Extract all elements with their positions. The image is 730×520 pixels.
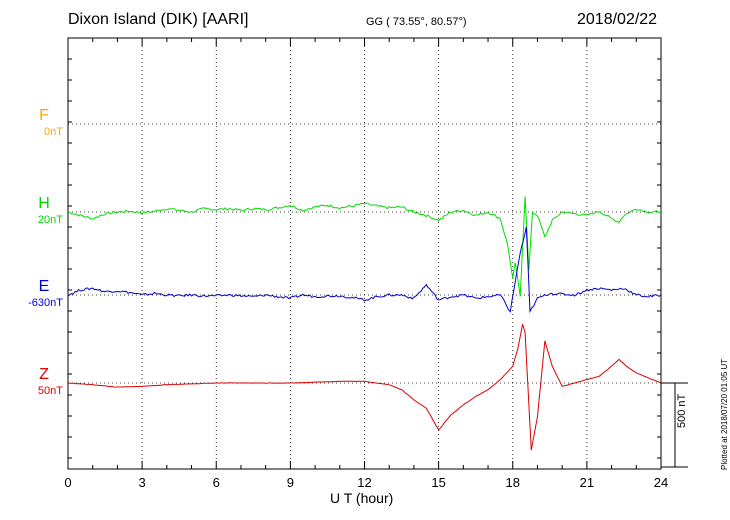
x-tick-label: 0	[64, 475, 71, 490]
scale-bar-label: 500 nT	[676, 393, 688, 428]
series-line-h	[67, 196, 662, 297]
series-line-e	[67, 226, 662, 314]
x-tick-label: 9	[287, 475, 294, 490]
component-letter-h: H	[38, 195, 50, 212]
date-label: 2018/02/22	[577, 11, 658, 28]
x-tick-label: 6	[213, 475, 220, 490]
component-letter-e: E	[38, 278, 50, 295]
x-tick-label: 15	[431, 475, 445, 490]
station-title: Dixon Island (DIK) [AARI]	[68, 11, 249, 28]
plotted-timestamp: Plotted at 2018/07/20 01:05 UT	[720, 358, 729, 470]
coordinates-label: GG ( 73.55°, 80.57°)	[366, 16, 467, 28]
component-letter-z: Z	[39, 366, 49, 383]
series-line-z	[67, 324, 662, 451]
component-baseline-z: 50nT	[37, 385, 63, 397]
x-tick-label: 21	[580, 475, 594, 490]
x-tick-label: 12	[357, 475, 371, 490]
x-tick-label: 18	[506, 475, 520, 490]
component-letter-f: F	[39, 107, 49, 124]
component-baseline-e: -630nT	[28, 297, 63, 309]
component-baseline-h: 20nT	[37, 214, 63, 226]
x-tick-label: 3	[139, 475, 146, 490]
x-tick-label: 24	[654, 475, 668, 490]
component-baseline-f: 0nT	[44, 126, 63, 138]
x-axis-label: U T (hour)	[330, 490, 394, 506]
